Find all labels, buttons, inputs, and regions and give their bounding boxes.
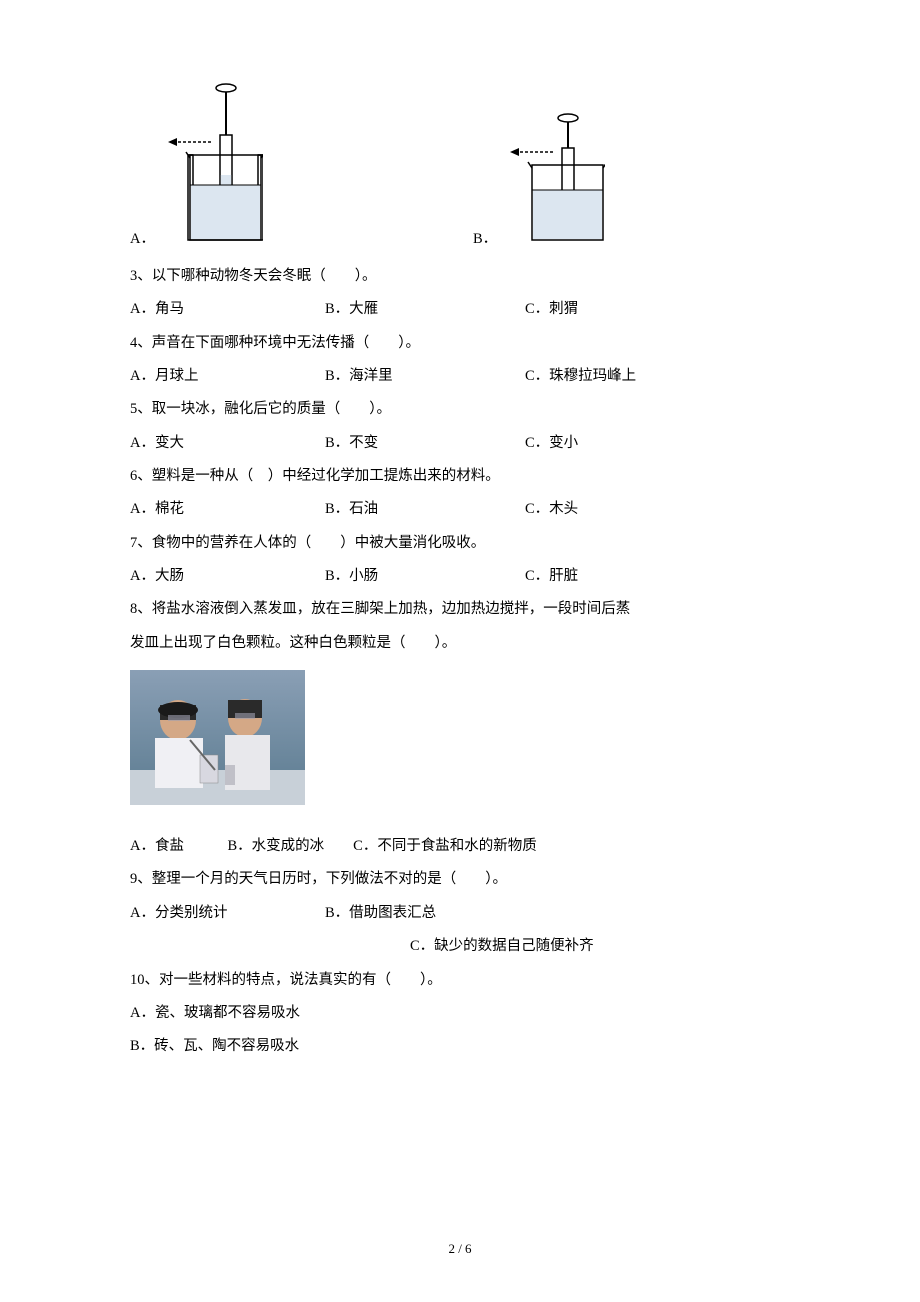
q6-opt-b: B．石油 [325, 493, 525, 526]
figure-b-beaker [505, 110, 605, 250]
q10-stem: 10、对一些材料的特点，说法真实的有（ ）。 [130, 964, 790, 997]
figure-a-beaker [163, 80, 263, 250]
q9-opt-c: C．缺少的数据自己随便补齐 [410, 930, 790, 963]
q9-opt-b: B．借助图表汇总 [325, 897, 525, 930]
q7-opt-b: B．小肠 [325, 560, 525, 593]
q6-opt-a: A．棉花 [130, 493, 325, 526]
figure-label-b: B． [473, 227, 497, 250]
q4-stem: 4、声音在下面哪种环境中无法传播（ ）。 [130, 327, 790, 360]
q3-opt-c: C．刺猬 [525, 293, 790, 326]
q3-stem: 3、以下哪种动物冬天会冬眠（ ）。 [130, 260, 790, 293]
q4-opt-a: A．月球上 [130, 360, 325, 393]
q10-opt-b: B．砖、瓦、陶不容易吸水 [130, 1030, 790, 1063]
q8-options: A．食盐 B．水变成的冰 C．不同于食盐和水的新物质 [130, 830, 790, 863]
q8-stem-line1: 8、将盐水溶液倒入蒸发皿，放在三脚架上加热，边加热边搅拌，一段时间后蒸 [130, 593, 790, 626]
q3-opt-a: A．角马 [130, 293, 325, 326]
figure-row: A． B． [130, 80, 790, 250]
q9-opt-a: A．分类别统计 [130, 897, 325, 930]
q8-photo [130, 670, 305, 805]
q3-options: A．角马 B．大雁 C．刺猬 [130, 293, 790, 326]
figure-label-a: A． [130, 227, 155, 250]
q5-opt-c: C．变小 [525, 427, 790, 460]
q6-options: A．棉花 B．石油 C．木头 [130, 493, 790, 526]
q6-stem: 6、塑料是一种从（ ）中经过化学加工提炼出来的材料。 [130, 460, 790, 493]
q4-opt-b: B．海洋里 [325, 360, 525, 393]
q7-opt-a: A．大肠 [130, 560, 325, 593]
page-footer: 2 / 6 [0, 1241, 920, 1257]
q9-stem: 9、整理一个月的天气日历时，下列做法不对的是（ ）。 [130, 863, 790, 896]
q3-opt-b: B．大雁 [325, 293, 525, 326]
q4-options: A．月球上 B．海洋里 C．珠穆拉玛峰上 [130, 360, 790, 393]
q7-stem: 7、食物中的营养在人体的（ ）中被大量消化吸收。 [130, 527, 790, 560]
q5-options: A．变大 B．不变 C．变小 [130, 427, 790, 460]
q10-opt-a: A．瓷、玻璃都不容易吸水 [130, 997, 790, 1030]
q4-opt-c: C．珠穆拉玛峰上 [525, 360, 790, 393]
q7-options: A．大肠 B．小肠 C．肝脏 [130, 560, 790, 593]
q8-stem-line2: 发皿上出现了白色颗粒。这种白色颗粒是（ ）。 [130, 627, 790, 660]
q6-opt-c: C．木头 [525, 493, 790, 526]
q5-opt-a: A．变大 [130, 427, 325, 460]
q5-opt-b: B．不变 [325, 427, 525, 460]
q9-options-row1: A．分类别统计 B．借助图表汇总 [130, 897, 790, 930]
q7-opt-c: C．肝脏 [525, 560, 790, 593]
q5-stem: 5、取一块冰，融化后它的质量（ ）。 [130, 393, 790, 426]
